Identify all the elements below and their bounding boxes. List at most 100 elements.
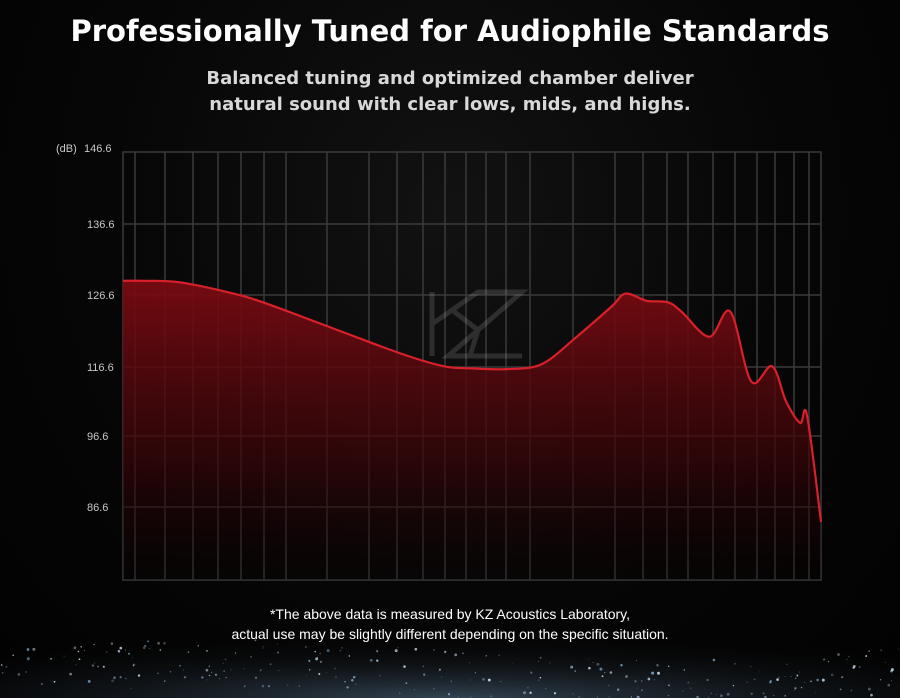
particle-dot — [214, 673, 218, 676]
y-tick-label: 126.6 — [87, 290, 115, 302]
particle-dot — [25, 671, 27, 673]
particle-dot — [867, 687, 871, 691]
particle-dot — [828, 661, 830, 663]
particle-dot — [438, 671, 439, 673]
particle-dot — [414, 647, 418, 651]
particle-dot — [653, 679, 656, 681]
particle-dot — [630, 696, 633, 698]
particle-dot — [355, 683, 357, 685]
particle-dot — [5, 665, 8, 668]
particle-dot — [815, 692, 817, 694]
particle-dot — [91, 664, 95, 667]
particle-dot — [638, 696, 641, 698]
particle-dot — [708, 696, 710, 698]
particle-dot — [50, 657, 53, 660]
particle-dot — [636, 687, 638, 689]
particle-dot — [269, 663, 272, 665]
particle-dot — [450, 680, 452, 682]
particle-dot — [344, 681, 346, 683]
particle-dot — [1, 671, 4, 674]
particle-dot — [335, 675, 337, 678]
particle-dot — [17, 673, 21, 676]
particle-dot — [776, 678, 779, 681]
particle-dot — [222, 662, 224, 664]
particle-dot — [422, 665, 425, 668]
particle-dot — [130, 688, 132, 690]
particle-dot — [683, 669, 686, 671]
particle-dot — [102, 665, 105, 668]
particle-dot — [75, 664, 77, 666]
particle-dot — [608, 696, 610, 698]
subtitle-line-2: natural sound with clear lows, mids, and… — [209, 94, 691, 115]
particle-dot — [157, 672, 159, 675]
response-curve — [122, 279, 823, 523]
particle-dot — [865, 655, 868, 657]
particle-dot — [620, 663, 623, 667]
particle-dot — [890, 680, 892, 682]
particle-dot — [254, 639, 257, 642]
particle-dot — [423, 673, 426, 676]
particle-dot — [105, 651, 108, 653]
particle-dot — [804, 681, 806, 683]
particle-dot — [315, 657, 319, 661]
particle-dot — [124, 649, 126, 651]
particle-dot — [77, 650, 80, 653]
particle-dot — [800, 686, 803, 689]
particle-dot — [370, 659, 373, 662]
particle-dot — [732, 684, 735, 687]
particle-dot — [604, 672, 606, 674]
particle-dot — [326, 671, 327, 673]
particle-dot — [726, 692, 730, 696]
particle-dot — [348, 655, 351, 657]
particle-dot — [798, 671, 801, 673]
particle-dot — [137, 674, 141, 677]
particle-dot — [0, 664, 3, 666]
particle-dot — [530, 671, 533, 674]
particle-dot — [111, 679, 114, 683]
particle-dot — [474, 672, 476, 674]
particle-dot — [880, 649, 882, 651]
particle-dot — [298, 685, 301, 688]
y-tick-label: 96.6 — [87, 431, 108, 443]
particle-dot — [187, 651, 190, 653]
particle-dot — [110, 642, 114, 645]
particle-dot — [884, 661, 886, 663]
particle-dot — [261, 684, 265, 688]
particle-dot — [230, 669, 232, 671]
particle-dot — [596, 662, 600, 666]
y-tick-label: 116.6 — [87, 362, 114, 374]
particle-dot — [538, 679, 540, 681]
particle-dot — [667, 684, 670, 687]
particle-dot — [574, 670, 577, 672]
particle-dot — [208, 674, 211, 677]
y-tick-label: 146.6 — [84, 143, 112, 155]
particle-dot — [119, 676, 122, 679]
particle-dot — [113, 676, 116, 680]
particle-dot — [314, 650, 316, 653]
disclaimer-line-2: actual use may be slightly different dep… — [231, 626, 669, 642]
particle-dot — [308, 659, 311, 662]
particle-dot — [539, 676, 542, 679]
particle-dot — [262, 647, 264, 649]
particle-dot — [523, 691, 526, 695]
particle-dot — [440, 676, 442, 678]
particle-dot — [485, 654, 488, 657]
particle-dot — [319, 660, 323, 664]
particle-dot — [706, 678, 709, 682]
particle-dot — [267, 685, 270, 688]
particle-dot — [698, 696, 700, 698]
particle-dot — [413, 689, 415, 691]
particle-dot — [529, 691, 532, 694]
particle-dot — [63, 655, 65, 657]
y-tick-label: 86.6 — [87, 502, 108, 514]
particle-dot — [131, 657, 133, 659]
particle-dot — [609, 671, 613, 674]
particle-dot — [898, 648, 900, 650]
particle-dot — [841, 676, 844, 679]
particle-dot — [601, 675, 604, 678]
particle-dot — [205, 668, 209, 672]
particle-dot — [12, 654, 14, 657]
particle-dot — [211, 671, 213, 673]
particle-dot — [376, 659, 379, 662]
